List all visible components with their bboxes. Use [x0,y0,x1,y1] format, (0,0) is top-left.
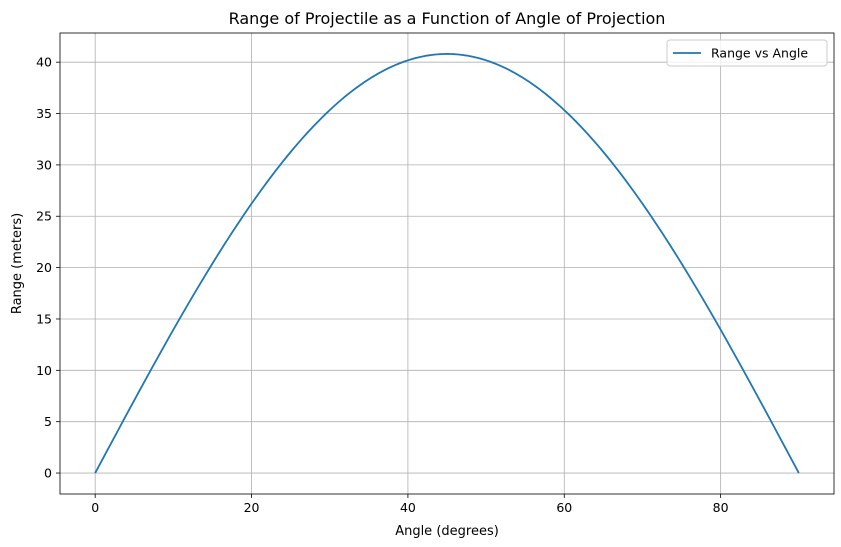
x-tick-label: 0 [91,500,99,515]
y-tick-label: 5 [44,414,52,429]
legend: Range vs Angle [666,39,828,67]
y-tick-label: 40 [36,55,52,70]
plot-frame [59,32,835,495]
chart-title: Range of Projectile as a Function of Ang… [229,9,666,28]
plot-series [94,53,800,474]
x-tick-label: 40 [400,500,416,515]
y-tick-label: 30 [36,157,52,172]
series-line-range-vs-angle [94,53,800,474]
x-tick-label: 80 [713,500,729,515]
x-tick-label: 60 [556,500,572,515]
legend-box [666,39,828,67]
x-axis-label: Angle (degrees) [395,524,499,539]
legend-label-range-vs-angle: Range vs Angle [711,46,808,61]
y-tick-label: 25 [36,209,52,224]
y-tick-label: 20 [36,260,52,275]
y-tick-label: 0 [44,466,52,481]
axis-ticks: 0 20 40 60 80 0 5 10 15 20 25 30 35 40 [36,55,729,515]
y-tick-label: 35 [36,106,52,121]
y-tick-label: 15 [36,311,52,326]
y-axis-label: Range (meters) [10,213,25,314]
y-tick-label: 10 [36,363,52,378]
x-tick-label: 20 [244,500,260,515]
